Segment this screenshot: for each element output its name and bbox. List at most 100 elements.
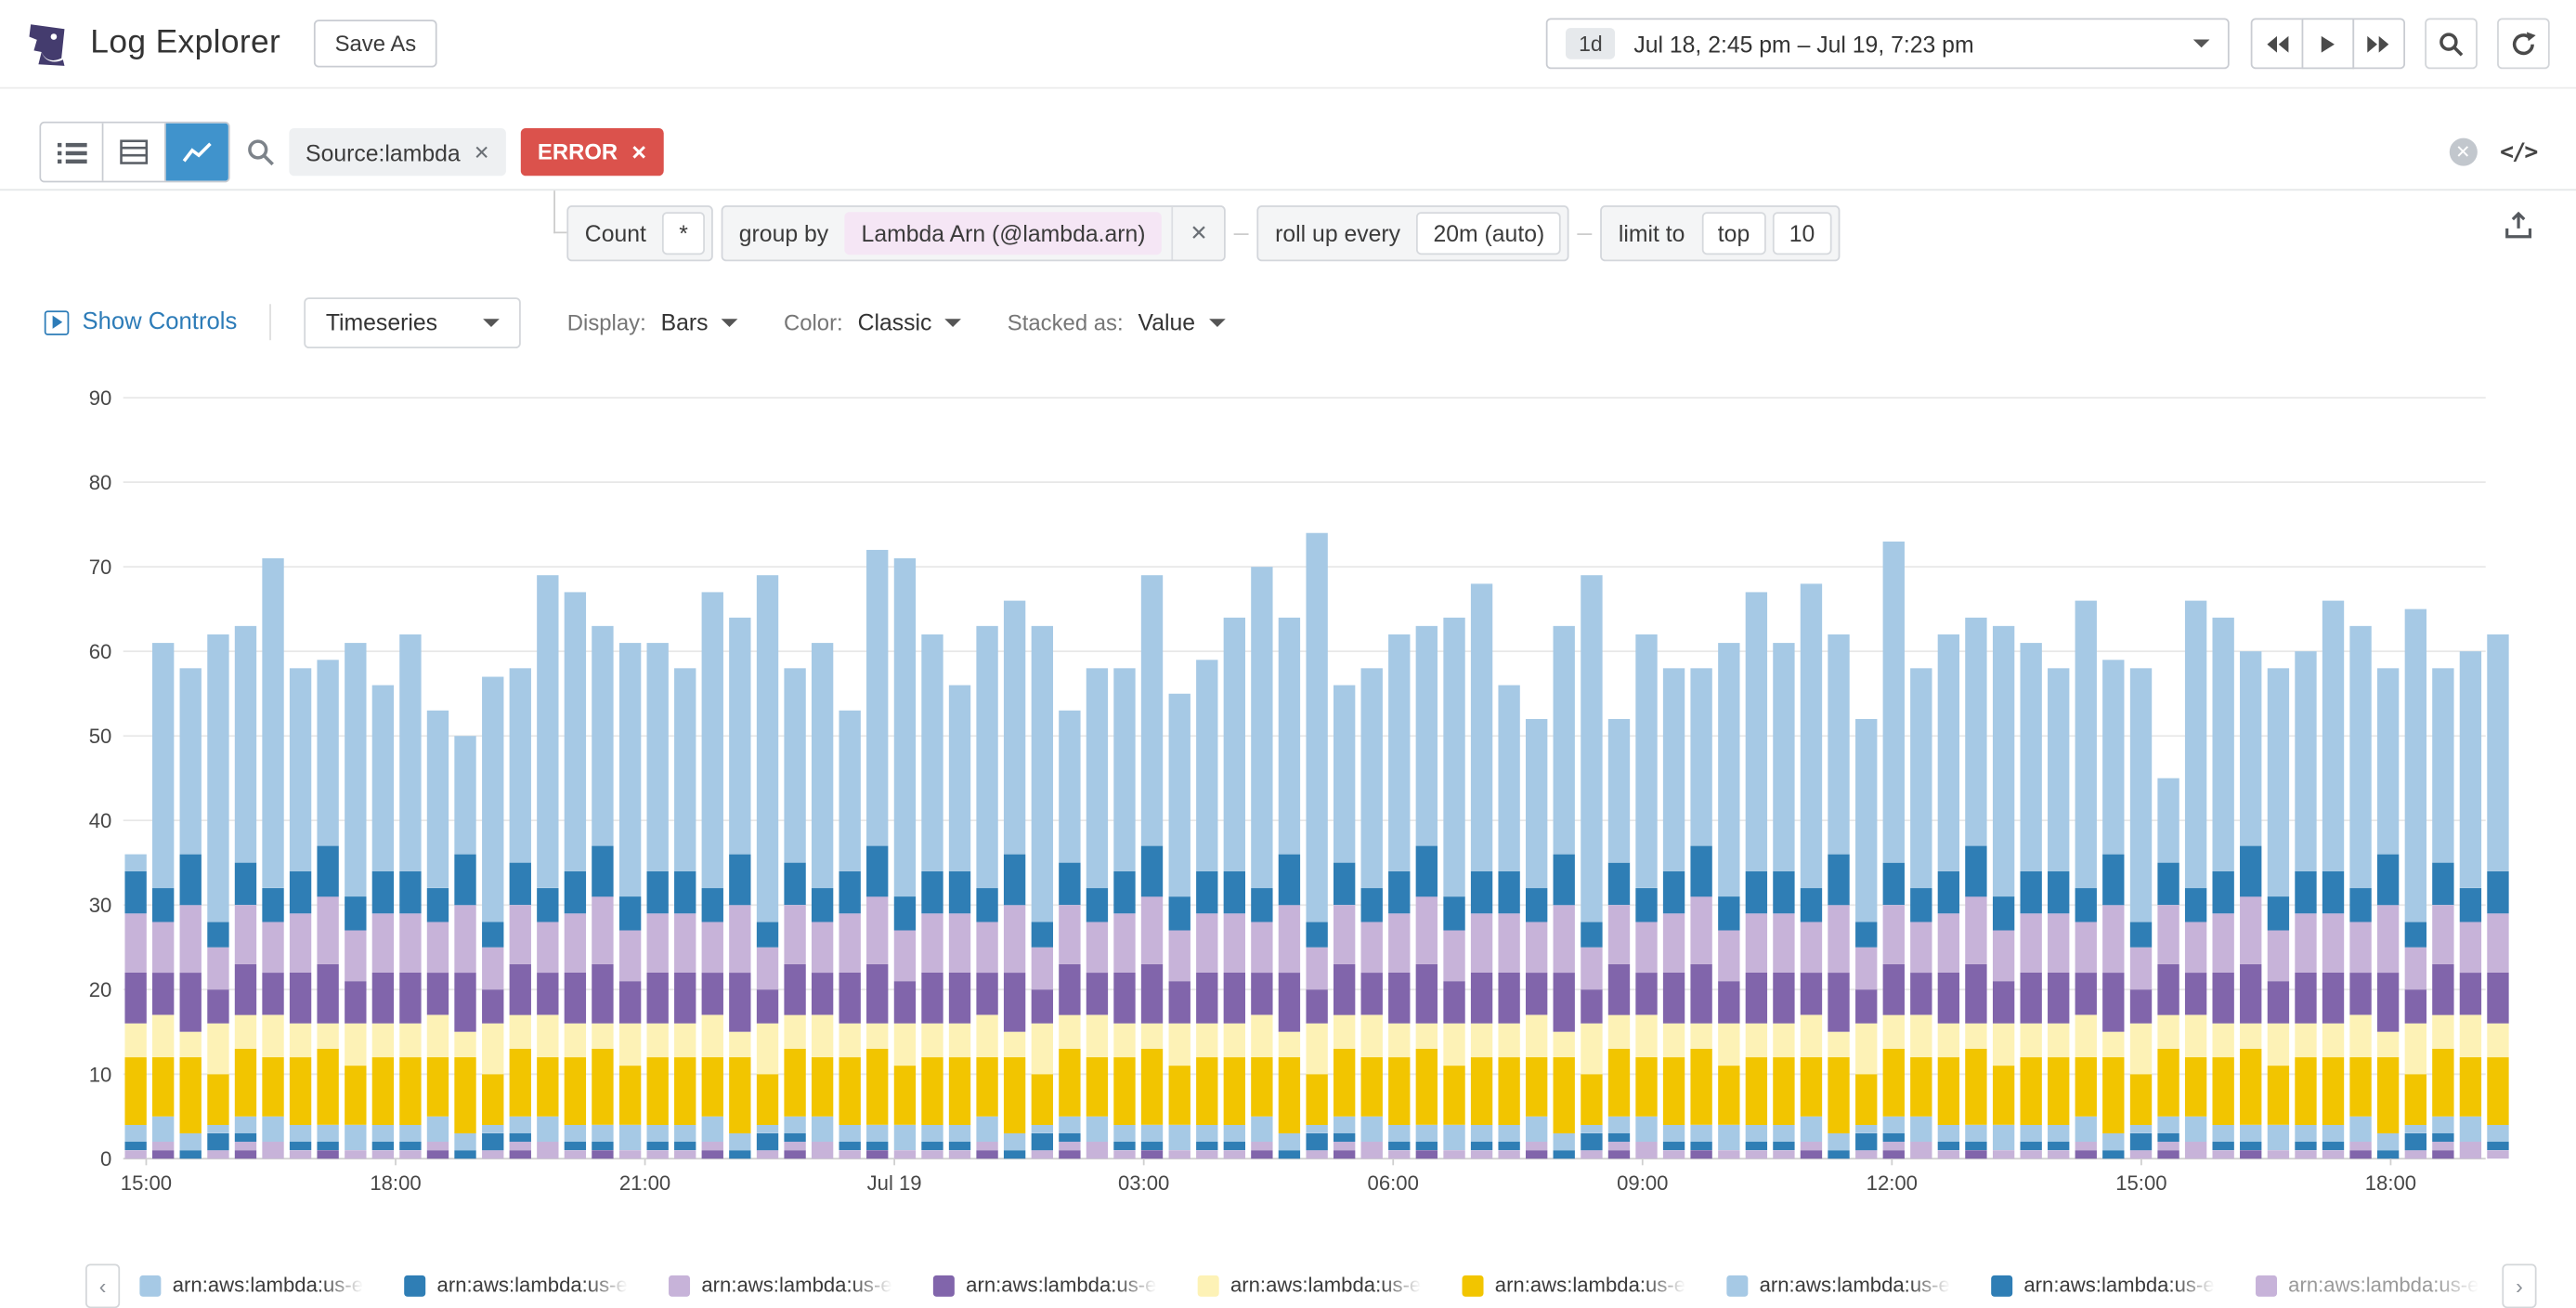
time-range-badge: 1d bbox=[1565, 28, 1616, 59]
rollup-label: roll up every bbox=[1275, 220, 1401, 247]
legend-swatch bbox=[2255, 1274, 2277, 1296]
filter-chip[interactable]: Source:lambda ✕ bbox=[289, 127, 507, 177]
fast-forward-icon bbox=[2367, 35, 2389, 52]
viz-type-value: Timeseries bbox=[325, 308, 438, 335]
list-view-icon bbox=[57, 142, 86, 164]
svg-text:15:00: 15:00 bbox=[121, 1171, 172, 1195]
group-by-value-chip[interactable]: Lambda Arn (@lambda.arn) bbox=[844, 212, 1163, 255]
chevron-left-icon: ‹ bbox=[98, 1273, 107, 1298]
svg-text:09:00: 09:00 bbox=[1617, 1171, 1668, 1195]
legend-swatch bbox=[1726, 1274, 1749, 1296]
view-list-button[interactable] bbox=[41, 123, 104, 181]
query-dash-connector bbox=[1233, 232, 1249, 235]
legend-item[interactable]: arn:aws:lambda:us-e bbox=[404, 1274, 628, 1297]
svg-text:90: 90 bbox=[89, 386, 112, 410]
view-chart-button[interactable] bbox=[165, 123, 228, 181]
legend-swatch bbox=[1462, 1274, 1484, 1296]
svg-text:03:00: 03:00 bbox=[1118, 1171, 1169, 1195]
display-label: Display: bbox=[566, 309, 646, 335]
svg-text:18:00: 18:00 bbox=[2365, 1171, 2416, 1195]
stacked-control: Stacked as: Value bbox=[1008, 309, 1225, 335]
time-back-button[interactable] bbox=[2250, 18, 2304, 70]
svg-text:80: 80 bbox=[89, 471, 112, 494]
count-label: Count bbox=[584, 220, 646, 247]
filter-chip[interactable]: ERROR ✕ bbox=[521, 127, 664, 177]
limit-group: limit to top 10 bbox=[1600, 205, 1840, 262]
view-table-button[interactable] bbox=[103, 123, 166, 181]
rollup-value-box[interactable]: 20m (auto) bbox=[1416, 212, 1561, 255]
clear-search-icon[interactable]: ✕ bbox=[2449, 137, 2478, 166]
view-toggle-group bbox=[39, 121, 230, 183]
query-connector-line bbox=[553, 190, 567, 234]
legend-label: arn:aws:lambda:us-e bbox=[172, 1274, 364, 1297]
stacked-bar-chart[interactable]: 0 10 20 30 40 50 60 70 80 90 15:00 18:00 21:00 Jul 19… bbox=[0, 361, 2576, 1249]
svg-text:50: 50 bbox=[89, 725, 112, 748]
color-label: Color: bbox=[783, 309, 843, 335]
search-icon bbox=[246, 138, 274, 166]
filter-chip-label: Source:lambda bbox=[306, 138, 461, 165]
timeseries-chart[interactable]: 0 10 20 30 40 50 60 70 80 90 15:00 18:00 21:00 Jul 19… bbox=[0, 361, 2576, 1249]
remove-chip-icon[interactable]: ✕ bbox=[631, 140, 648, 164]
legend-item[interactable]: arn:aws:lambda:us-e bbox=[139, 1274, 363, 1297]
legend-prev-button[interactable]: ‹ bbox=[85, 1262, 121, 1308]
display-control: Display: Bars bbox=[567, 309, 738, 335]
chevron-down-icon bbox=[2192, 39, 2210, 48]
legend-item[interactable]: arn:aws:lambda:us-e bbox=[1990, 1274, 2215, 1297]
legend-swatch bbox=[932, 1274, 955, 1296]
svg-text:Jul 19: Jul 19 bbox=[867, 1171, 922, 1195]
legend-label: arn:aws:lambda:us-e bbox=[701, 1274, 892, 1297]
remove-chip-icon[interactable]: ✕ bbox=[473, 140, 490, 164]
legend-item[interactable]: arn:aws:lambda:us-e bbox=[1462, 1274, 1685, 1297]
rewind-icon bbox=[2267, 35, 2289, 52]
limit-mode-box[interactable]: top bbox=[1701, 212, 1766, 255]
code-view-toggle[interactable]: </> bbox=[2500, 138, 2538, 165]
display-dropdown[interactable]: Bars bbox=[661, 309, 738, 335]
export-button[interactable] bbox=[2504, 210, 2533, 240]
color-dropdown[interactable]: Classic bbox=[858, 309, 962, 335]
zoom-button[interactable] bbox=[2425, 18, 2478, 70]
show-controls-link[interactable]: Show Controls bbox=[44, 309, 237, 335]
svg-text:21:00: 21:00 bbox=[619, 1171, 670, 1195]
legend-item[interactable]: arn:aws:lambda:us-e bbox=[932, 1274, 1156, 1297]
stacked-dropdown[interactable]: Value bbox=[1138, 309, 1225, 335]
legend-swatch bbox=[668, 1274, 690, 1296]
time-forward-button[interactable] bbox=[2352, 18, 2406, 70]
stacked-value: Value bbox=[1138, 308, 1196, 335]
time-nav-group bbox=[2250, 18, 2406, 70]
search-toolbar: Source:lambda ✕ ERROR ✕ ✕ </> bbox=[0, 115, 2576, 191]
query-builder-row: Count * group by Lambda Arn (@lambda.arn… bbox=[0, 190, 2576, 276]
legend-item[interactable]: arn:aws:lambda:us-e bbox=[1726, 1274, 1950, 1297]
stacked-label: Stacked as: bbox=[1007, 309, 1124, 335]
refresh-button[interactable] bbox=[2497, 18, 2550, 70]
query-dash-connector bbox=[1577, 232, 1593, 235]
save-as-button[interactable]: Save As bbox=[313, 20, 438, 68]
top-bar: Log Explorer Save As 1d Jul 18, 2:45 pm … bbox=[0, 0, 2576, 89]
legend-swatch bbox=[1197, 1274, 1219, 1296]
rollup-group: roll up every 20m (auto) bbox=[1256, 205, 1569, 262]
legend-swatch bbox=[404, 1274, 426, 1296]
viz-type-dropdown[interactable]: Timeseries bbox=[304, 296, 522, 348]
display-value: Bars bbox=[660, 308, 709, 335]
time-range-text: Jul 18, 2:45 pm – Jul 19, 7:23 pm bbox=[1633, 30, 1974, 58]
svg-text:06:00: 06:00 bbox=[1368, 1171, 1419, 1195]
legend-item[interactable]: arn:aws:lambda:us-e bbox=[1197, 1274, 1421, 1297]
count-value-box[interactable]: * bbox=[662, 212, 705, 255]
legend-item[interactable]: arn:aws:lambda:us-e bbox=[668, 1274, 892, 1297]
legend-item[interactable]: arn:aws:lambda:us-e bbox=[2255, 1274, 2478, 1297]
limit-value-box[interactable]: 10 bbox=[1773, 212, 1831, 255]
svg-text:0: 0 bbox=[100, 1147, 111, 1171]
graph-controls-row: Show Controls Timeseries Display: Bars C… bbox=[0, 289, 2576, 355]
search-bar[interactable]: Source:lambda ✕ ERROR ✕ ✕ bbox=[246, 115, 2478, 190]
color-value: Classic bbox=[857, 308, 932, 335]
legend-swatch bbox=[1990, 1274, 2012, 1296]
remove-group-by-icon[interactable]: ✕ bbox=[1171, 206, 1224, 260]
svg-text:40: 40 bbox=[89, 809, 112, 832]
time-controls: 1d Jul 18, 2:45 pm – Jul 19, 7:23 pm bbox=[1545, 18, 2550, 70]
legend-next-button[interactable]: › bbox=[2502, 1262, 2537, 1308]
time-range-dropdown[interactable]: 1d Jul 18, 2:45 pm – Jul 19, 7:23 pm bbox=[1545, 18, 2230, 70]
time-play-button[interactable] bbox=[2301, 18, 2355, 70]
limit-label: limit to bbox=[1618, 220, 1685, 247]
svg-text:30: 30 bbox=[89, 894, 112, 917]
aggregation-group: Count * bbox=[566, 205, 713, 262]
